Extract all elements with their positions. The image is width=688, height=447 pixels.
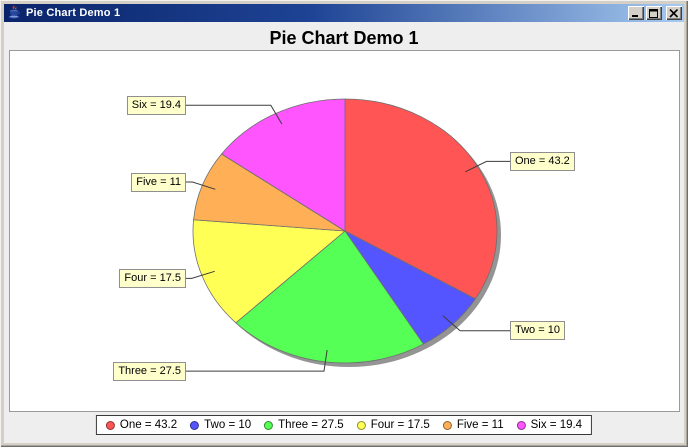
legend-item-three: Three = 27.5 [264,419,344,431]
label-leader-line [186,350,328,372]
minimize-button[interactable] [628,6,644,20]
pie-section-label-two: Two = 10 [510,321,565,341]
legend-swatch-icon [105,420,115,430]
maximize-icon [649,8,658,18]
label-leader-line [465,160,510,173]
pie-section-label-six: Six = 19.4 [126,95,186,115]
pie-section-label-three: Three = 27.5 [113,361,186,381]
label-leader-line [442,315,510,332]
label-leader-line [186,181,216,190]
pie-plot [9,50,680,412]
label-leader-line [186,270,215,279]
legend-item-label: Six = 19.4 [530,419,583,431]
chart-title: Pie Chart Demo 1 [269,28,419,48]
legend-item-four: Four = 17.5 [356,419,430,431]
java-cup-icon [6,5,22,21]
chart-panel[interactable]: Pie Chart Demo 1 One = 43.2 Two = 10 Three… [4,22,684,443]
legend: One = 43.2 Two = 10 Three = 27.5 Four = 17.… [95,415,593,435]
close-icon [669,8,679,18]
legend-swatch-icon [356,420,366,430]
legend-item-six: Six = 19.4 [516,419,583,431]
legend-item-label: Five = 11 [456,419,504,431]
legend-swatch-icon [190,420,200,430]
close-button[interactable] [666,6,682,20]
legend-item-five: Five = 11 [442,419,504,431]
legend-swatch-icon [264,420,274,430]
legend-item-label: Three = 27.5 [278,419,344,431]
pie-section-label-five: Five = 11 [131,172,186,192]
legend-swatch-icon [516,420,526,430]
window-title: Pie Chart Demo 1 [26,7,121,19]
label-leader-line [186,104,283,125]
legend-swatch-icon [442,420,452,430]
pie-section-label-one: One = 43.2 [510,151,575,171]
legend-item-label: Two = 10 [204,419,252,431]
legend-item-label: One = 43.2 [119,419,178,431]
minimize-icon [632,14,638,17]
window-titlebar[interactable]: Pie Chart Demo 1 [4,4,684,22]
pie-section-label-four: Four = 17.5 [119,268,186,288]
maximize-button[interactable] [646,6,662,20]
legend-item-two: Two = 10 [190,419,251,431]
legend-item-one: One = 43.2 [105,419,178,431]
legend-item-label: Four = 17.5 [370,419,430,431]
